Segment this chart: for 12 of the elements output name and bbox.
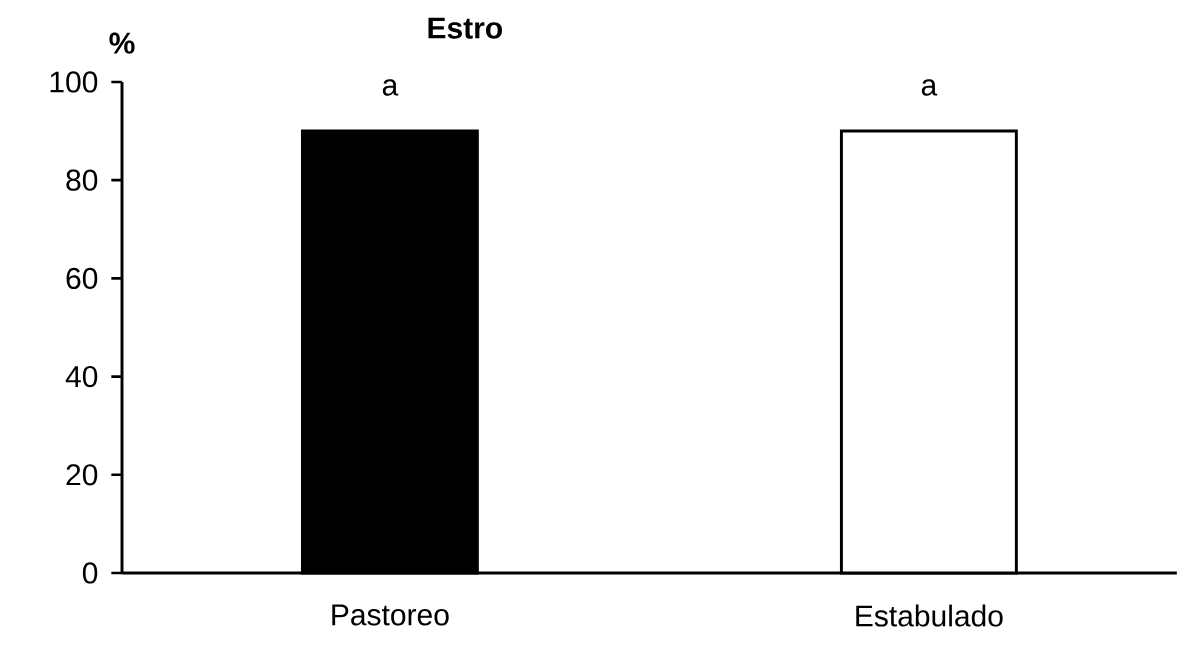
- y-tick-label: 80: [66, 169, 98, 191]
- y-tick-label: 20: [66, 464, 98, 486]
- x-tick-label: Pastoreo: [332, 604, 449, 626]
- y-tick-label: 60: [66, 267, 98, 290]
- annotation: a: [382, 79, 399, 96]
- x-tick-label: Estabulado: [856, 604, 1003, 627]
- annotation: a: [921, 79, 938, 96]
- y-tick-label: 40: [65, 365, 98, 388]
- y-axis-title: %: [109, 32, 135, 54]
- chart-title: Estro: [428, 17, 502, 39]
- y-tick-label: 0: [82, 562, 98, 584]
- y-tick-label: 100: [50, 71, 98, 93]
